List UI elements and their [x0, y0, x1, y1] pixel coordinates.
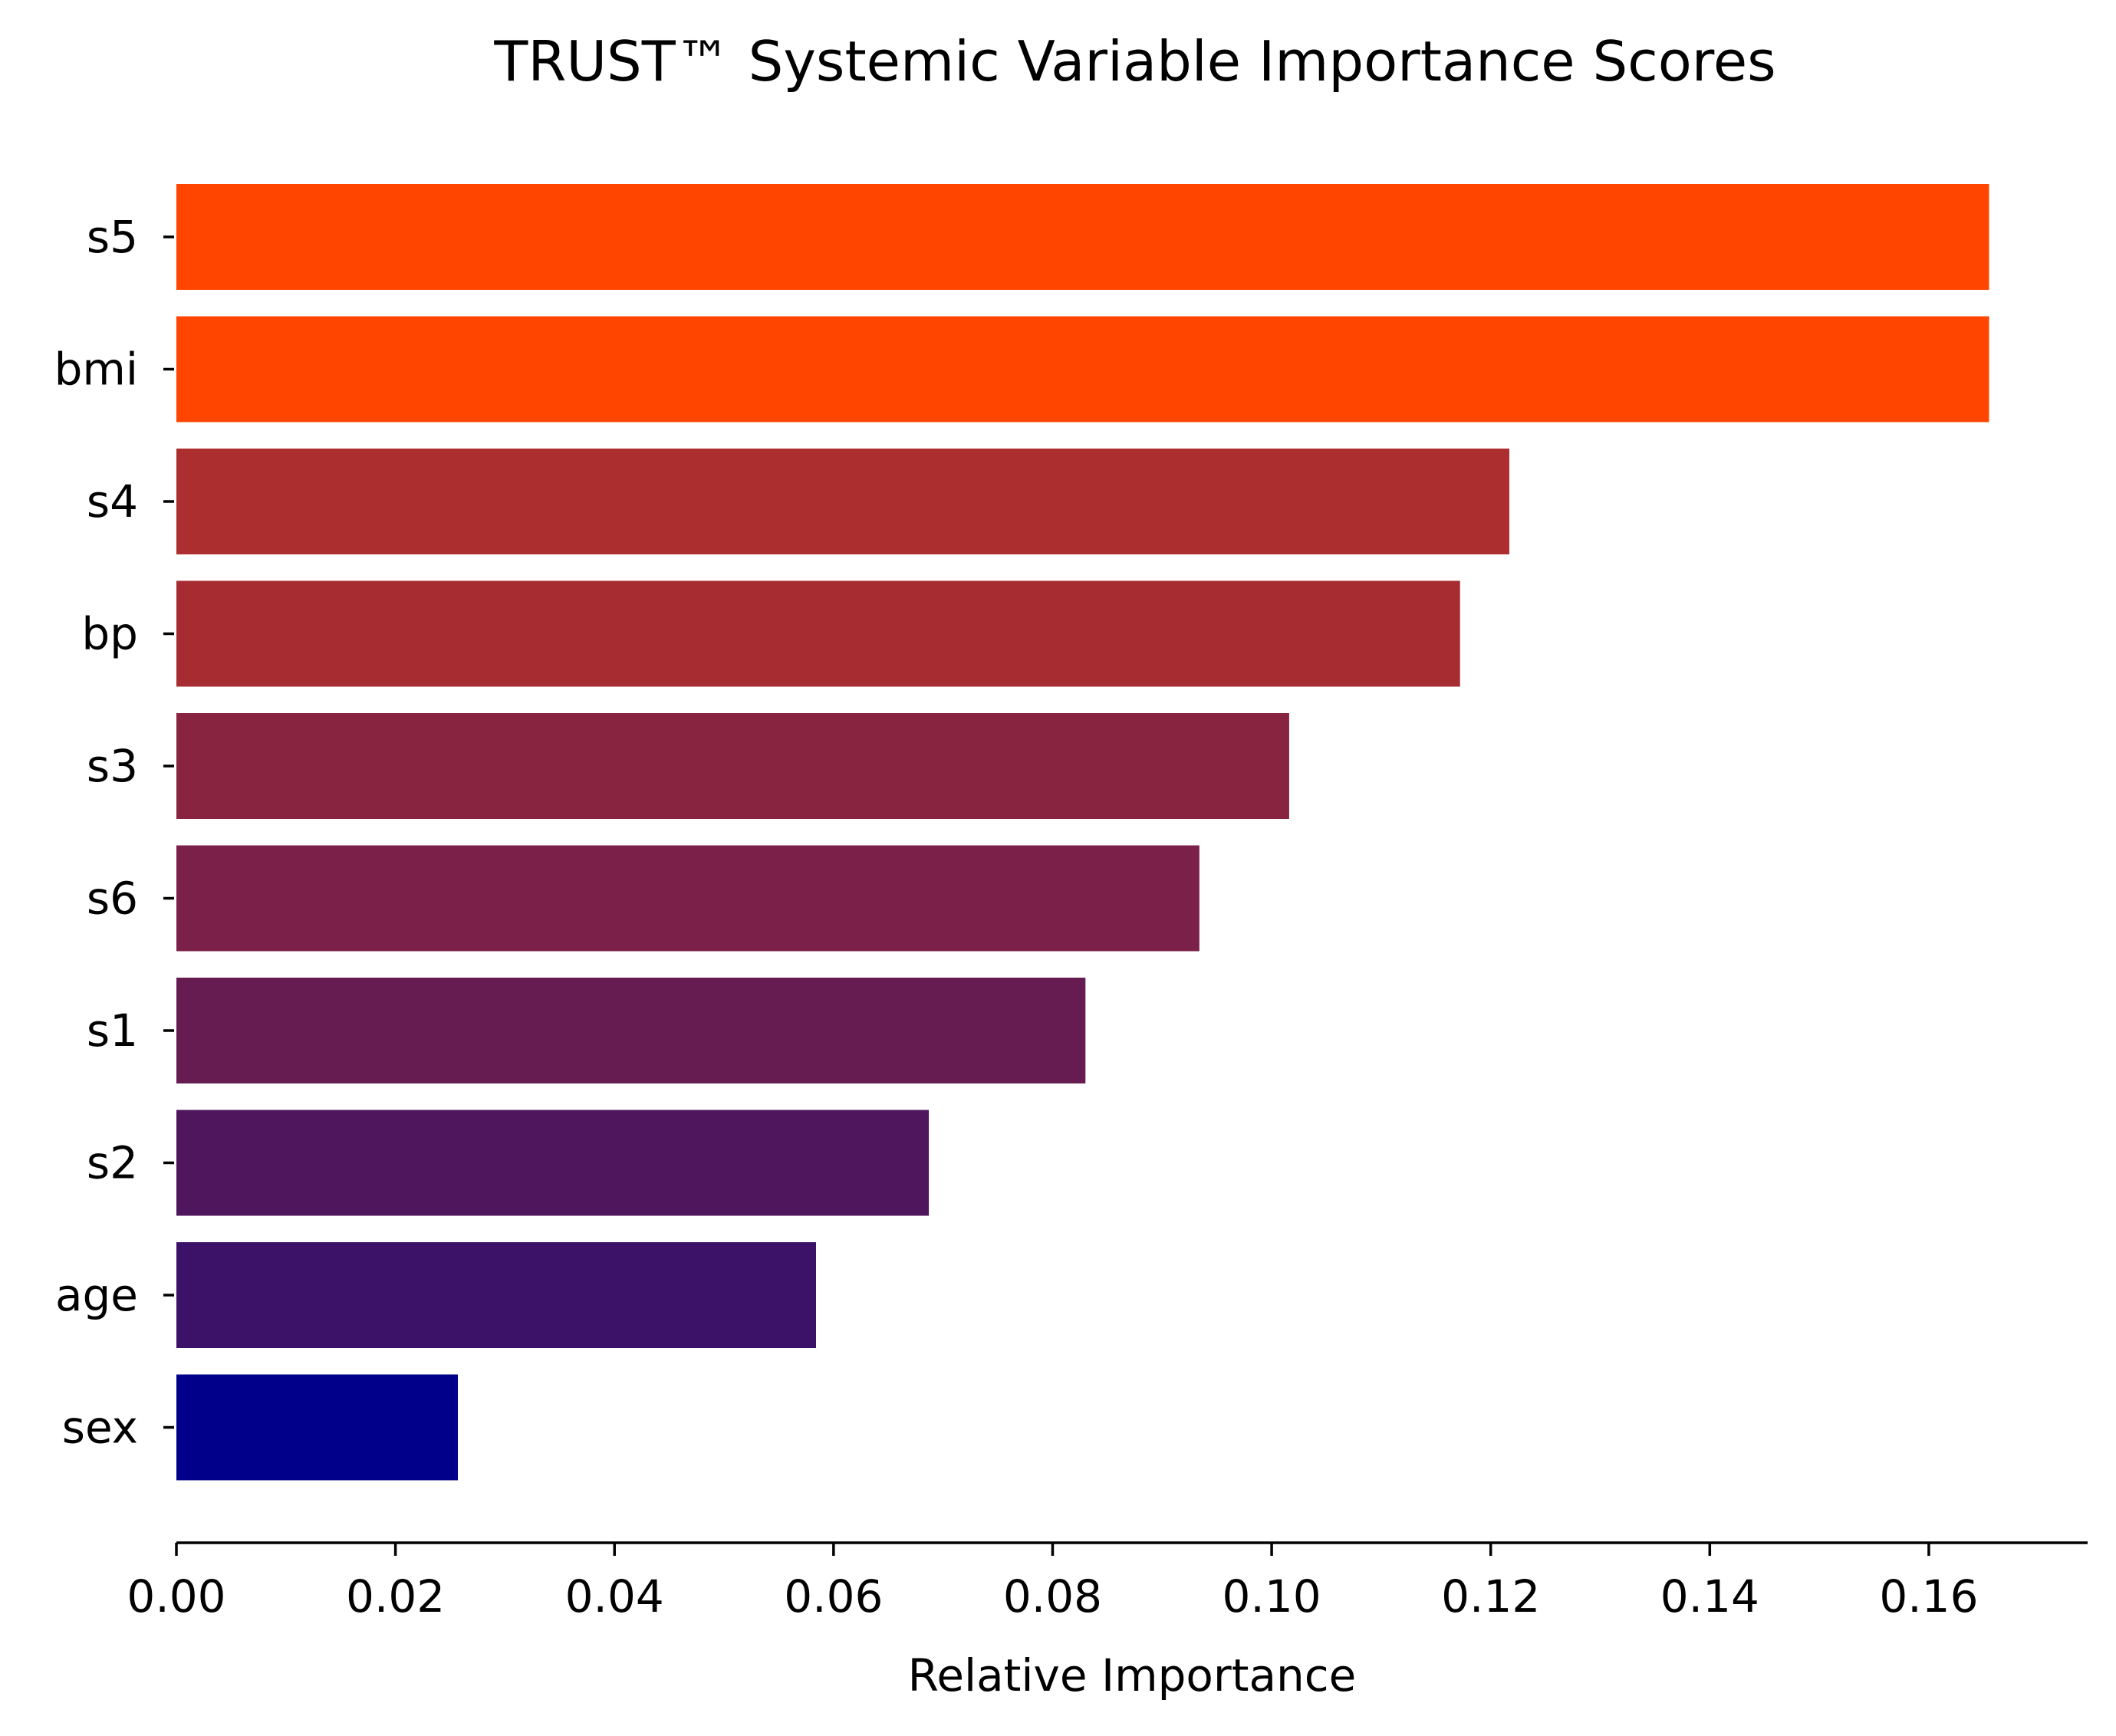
chart-title: TRUST™ Systemic Variable Importance Scor…: [493, 29, 1775, 94]
y-tick-label: age: [55, 1269, 138, 1321]
bars-layer: [176, 184, 1989, 1481]
bar-s4: [176, 449, 1509, 554]
x-tick-label: 0.06: [784, 1570, 883, 1623]
y-tick-label: s2: [87, 1137, 138, 1189]
y-tick-label: sex: [62, 1402, 138, 1454]
x-axis-label: Relative Importance: [908, 1649, 1357, 1701]
bar-s6: [176, 845, 1200, 952]
y-tick-label: bmi: [54, 344, 138, 396]
y-tick-label: s6: [87, 873, 138, 925]
y-tick-label: s1: [87, 1004, 138, 1057]
x-tick-label: 0.12: [1441, 1570, 1540, 1623]
y-tick-label: bp: [81, 608, 138, 660]
y-tick-label: s3: [87, 740, 138, 792]
x-tick-label: 0.04: [565, 1570, 664, 1623]
bar-s1: [176, 978, 1086, 1083]
x-tick-label: 0.10: [1223, 1570, 1321, 1623]
x-tick-label: 0.08: [1003, 1570, 1102, 1623]
y-axis: s5 bmi s4 bp s3 s6 s1 s2 age sex: [54, 211, 174, 1454]
bar-s2: [176, 1110, 930, 1216]
bar-s3: [176, 713, 1289, 819]
y-tick-label: s4: [87, 475, 138, 528]
bar-age: [176, 1242, 816, 1348]
bar-sex: [176, 1374, 459, 1481]
y-tick-label: s5: [87, 211, 138, 263]
bar-bp: [176, 580, 1460, 687]
x-tick-label: 0.16: [1879, 1570, 1978, 1623]
bar-bmi: [176, 316, 1989, 422]
bar-s5: [176, 184, 1989, 290]
x-tick-label: 0.00: [127, 1570, 225, 1623]
x-axis: 0.00 0.02 0.04 0.06 0.08 0.10 0.12 0.14 0.16: [127, 1541, 2088, 1623]
x-tick-label: 0.02: [346, 1570, 445, 1623]
x-tick-label: 0.14: [1660, 1570, 1759, 1623]
